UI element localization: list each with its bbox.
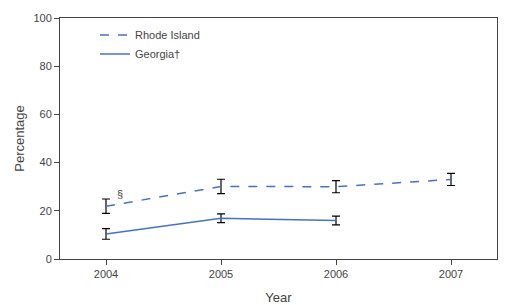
svg-text:60: 60 xyxy=(40,108,52,120)
svg-text:2005: 2005 xyxy=(209,268,233,280)
svg-text:2006: 2006 xyxy=(324,268,348,280)
svg-text:20: 20 xyxy=(40,205,52,217)
svg-text:0: 0 xyxy=(46,253,52,265)
svg-text:100: 100 xyxy=(33,12,51,24)
svg-text:§: § xyxy=(117,188,123,200)
svg-text:40: 40 xyxy=(40,156,52,168)
svg-text:Rhode Island: Rhode Island xyxy=(135,29,200,41)
svg-text:Georgia†: Georgia† xyxy=(135,48,180,60)
svg-text:Percentage: Percentage xyxy=(12,105,27,172)
svg-text:2004: 2004 xyxy=(94,268,118,280)
svg-text:Year: Year xyxy=(265,290,292,305)
svg-text:2007: 2007 xyxy=(439,268,463,280)
svg-text:80: 80 xyxy=(40,60,52,72)
